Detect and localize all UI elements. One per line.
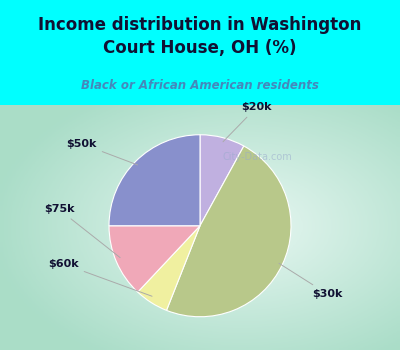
Wedge shape	[109, 135, 200, 226]
Text: $50k: $50k	[66, 139, 138, 165]
Text: Income distribution in Washington
Court House, OH (%): Income distribution in Washington Court …	[38, 16, 362, 57]
Wedge shape	[200, 135, 244, 226]
Text: $60k: $60k	[48, 259, 152, 296]
Text: $75k: $75k	[44, 204, 120, 258]
Text: Black or African American residents: Black or African American residents	[81, 79, 319, 92]
Wedge shape	[166, 146, 291, 317]
Wedge shape	[138, 226, 200, 310]
Text: City-Data.com: City-Data.com	[223, 153, 292, 162]
Wedge shape	[109, 226, 200, 292]
Text: $30k: $30k	[279, 263, 342, 299]
Text: $20k: $20k	[223, 103, 272, 142]
